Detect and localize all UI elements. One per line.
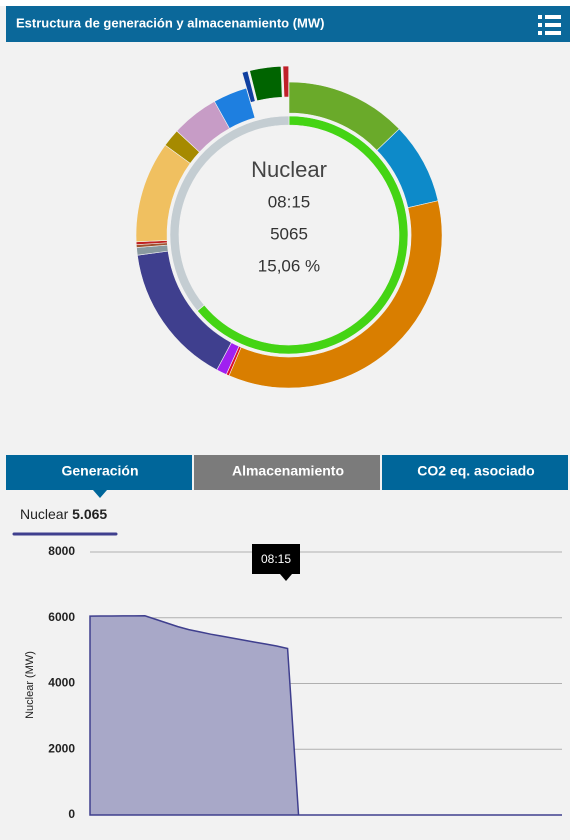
- header-bar: [6, 6, 570, 42]
- legend-item[interactable]: Nuclear 5.065: [20, 506, 107, 522]
- area: [89, 615, 562, 816]
- center-name: Nuclear: [251, 157, 327, 182]
- donut-segment[interactable]: [241, 70, 256, 103]
- tab-pointer: [93, 490, 107, 498]
- tab-label: Generación: [61, 463, 138, 479]
- y-tick-label: 8000: [48, 544, 75, 558]
- donut-segment[interactable]: [282, 65, 289, 98]
- y-tick-label: 0: [68, 807, 75, 821]
- donut-segment[interactable]: [288, 81, 400, 151]
- y-tick-label: 6000: [48, 610, 75, 624]
- y-tick-label: 4000: [48, 676, 75, 690]
- tooltip: [252, 544, 300, 574]
- legend-value: 5.065: [72, 506, 107, 522]
- donut-segment[interactable]: [249, 65, 283, 102]
- center-time: 08:15: [268, 192, 311, 211]
- center-share: 15,06 %: [258, 256, 320, 275]
- donut-segment[interactable]: [214, 87, 256, 129]
- y-tick-label: 2000: [48, 741, 75, 755]
- legend-name: Nuclear: [20, 506, 69, 522]
- tab[interactable]: [6, 455, 192, 490]
- tooltip-text: 08:15: [261, 552, 291, 566]
- center-value: 5065: [270, 224, 308, 243]
- tab[interactable]: [194, 455, 380, 490]
- top-strip: [0, 0, 570, 6]
- tooltip-pointer: [280, 574, 292, 581]
- menu-icon[interactable]: [538, 15, 561, 35]
- y-axis-label: Nuclear (MW): [24, 651, 36, 719]
- inner-ring-segment[interactable]: [169, 115, 290, 312]
- donut-segment[interactable]: [228, 200, 443, 389]
- tab[interactable]: [382, 455, 568, 490]
- header-title: Estructura de generación y almacenamient…: [16, 15, 324, 30]
- tab-label: CO2 eq. asociado: [417, 463, 534, 479]
- tab-label: Almacenamiento: [232, 463, 344, 479]
